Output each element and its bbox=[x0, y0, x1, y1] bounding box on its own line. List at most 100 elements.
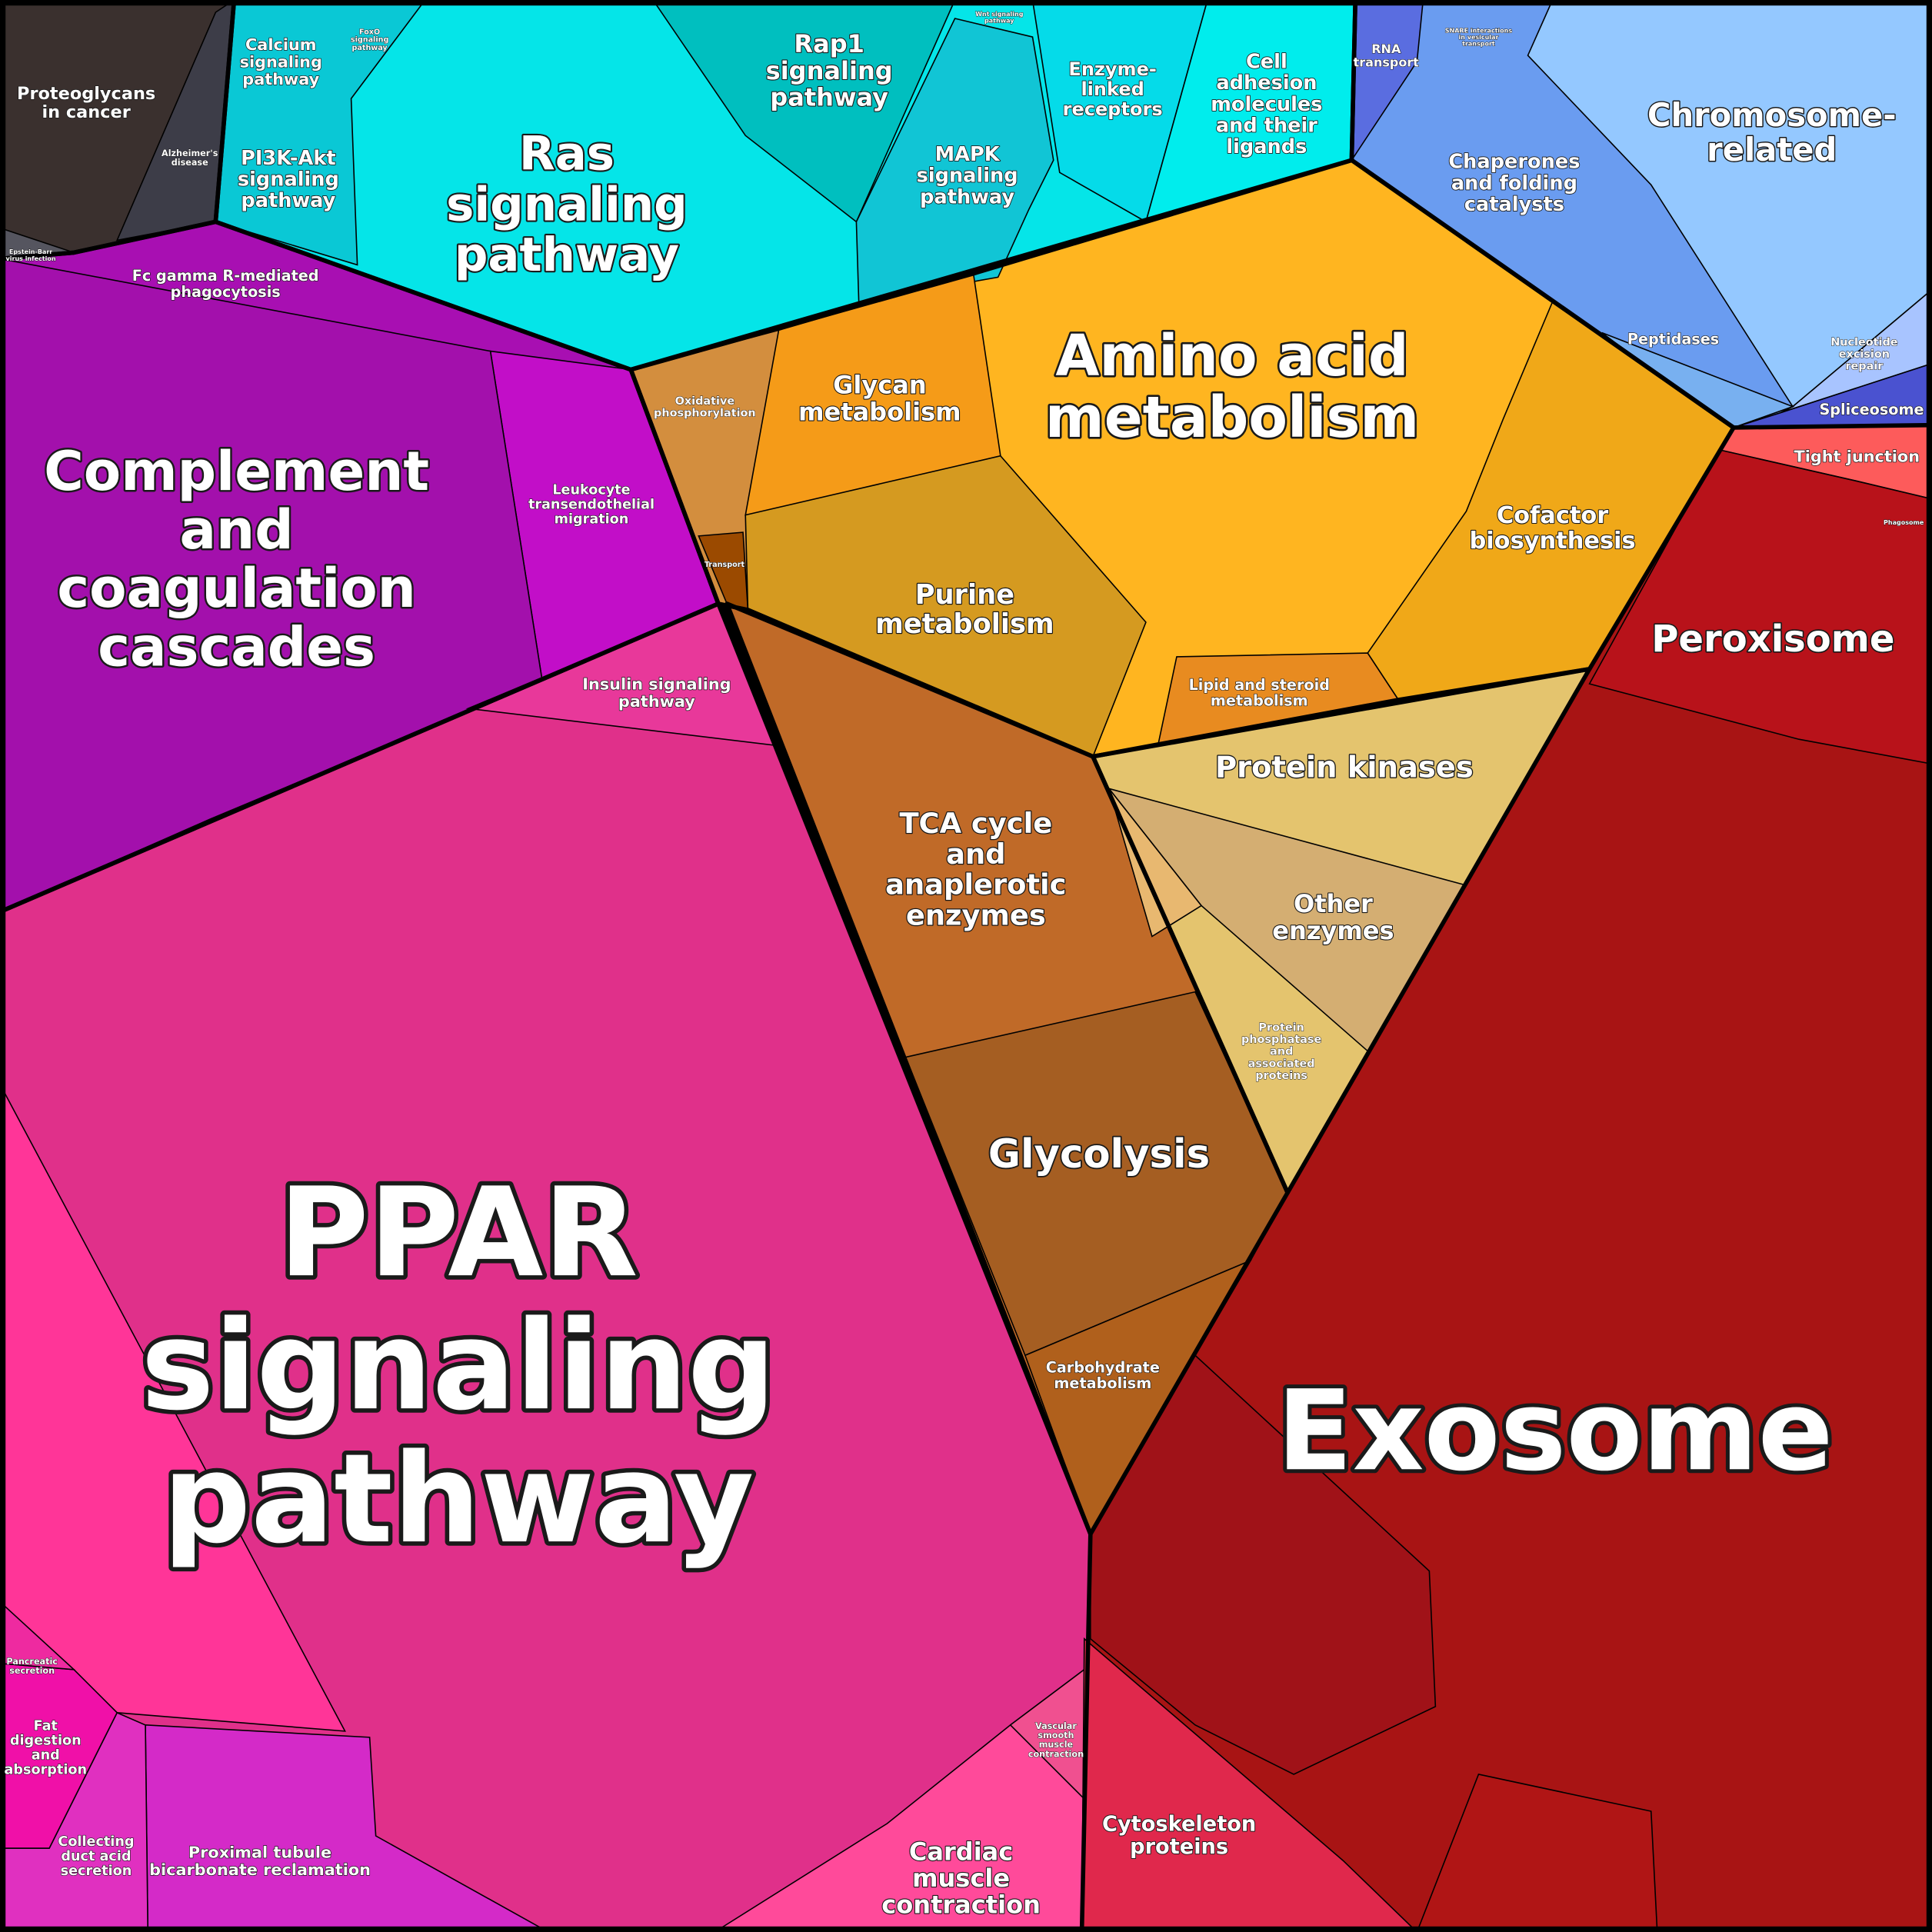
label-line: Collecting bbox=[58, 1834, 134, 1850]
label-line: Glycan bbox=[833, 371, 927, 400]
cell-label: Peptidases bbox=[1627, 330, 1719, 348]
outline bbox=[1091, 667, 1592, 1195]
cell-label: Other enzymes bbox=[1272, 889, 1394, 945]
label-line: Tight junction bbox=[1794, 447, 1920, 465]
cell-label: Carbohydrate metabolism bbox=[1046, 1358, 1160, 1392]
cell-label: Epstein-Barr virus infection bbox=[6, 248, 56, 262]
label-line: Calcium bbox=[245, 35, 316, 54]
cell-label: Leukocyte transendothelial migration bbox=[528, 483, 655, 528]
label-line: Chromosome- bbox=[1647, 96, 1897, 134]
label-line: molecules bbox=[1211, 93, 1322, 116]
cell-label: Alzheimer's disease bbox=[162, 148, 218, 168]
label-line: signaling bbox=[240, 53, 322, 72]
label-line: Oxidative bbox=[675, 395, 735, 408]
label-line: secretion bbox=[9, 1666, 55, 1676]
label-line: Vascular bbox=[1035, 1721, 1077, 1731]
label-line: associated bbox=[1248, 1058, 1315, 1070]
label-line: Pancreatic bbox=[6, 1657, 58, 1667]
label-line: Cofactor bbox=[1497, 502, 1608, 529]
label-line: virus infection bbox=[6, 255, 56, 262]
label-line: disease bbox=[172, 158, 208, 168]
label-line: in vesicular bbox=[1459, 34, 1499, 41]
cell-label: Wnt signaling pathway bbox=[975, 11, 1024, 25]
label-line: signaling bbox=[766, 56, 893, 85]
label-line: signaling bbox=[446, 177, 688, 232]
label-line: Exosome bbox=[1277, 1367, 1833, 1496]
cell bbox=[744, 455, 1147, 758]
cell-label: Transport bbox=[705, 561, 745, 569]
label-line: pathway bbox=[618, 692, 695, 711]
cell-label: Cardiac muscle contraction bbox=[881, 1837, 1041, 1919]
label-line: muscle bbox=[912, 1864, 1010, 1893]
cell-label: Insulin signaling pathway bbox=[582, 675, 731, 711]
label-line: biosynthesis bbox=[1469, 528, 1635, 555]
label-line: Cell bbox=[1246, 50, 1287, 73]
label-line: excision bbox=[1839, 348, 1890, 361]
label-line: Purine bbox=[915, 579, 1014, 611]
cell-label: Cofactor biosynthesis bbox=[1469, 502, 1635, 555]
label-line: adhesion bbox=[1216, 72, 1317, 95]
label-line: Cardiac bbox=[909, 1837, 1013, 1866]
label-line: proteins bbox=[1130, 1835, 1228, 1859]
cell-label: Glycolysis bbox=[988, 1131, 1210, 1178]
label-line: Peptidases bbox=[1627, 330, 1719, 348]
label-line: metabolism bbox=[1054, 1374, 1151, 1392]
label-line: coagulation bbox=[57, 557, 415, 620]
label-line: anaplerotic bbox=[885, 868, 1066, 901]
label-line: RNA bbox=[1371, 42, 1401, 56]
label-line: pathway bbox=[162, 1427, 754, 1571]
label-line: Protein kinases bbox=[1215, 750, 1474, 784]
cell-label: Fc gamma R-mediated phagocytosis bbox=[132, 267, 319, 301]
cell-label: PPAR signaling pathway bbox=[141, 1161, 776, 1571]
label-line: MAPK bbox=[935, 143, 1001, 166]
label-line: pathway bbox=[920, 185, 1014, 208]
label-line: Protein bbox=[1258, 1022, 1304, 1034]
cell-label: Amino acid metabolism bbox=[1045, 324, 1419, 451]
label-line: Peroxisome bbox=[1651, 618, 1894, 661]
label-line: Proximal tubule bbox=[188, 1843, 331, 1861]
label-line: pathway bbox=[242, 70, 319, 88]
cell-label: Nucleotide excision repair bbox=[1830, 336, 1898, 372]
outline bbox=[1349, 0, 1932, 430]
label-line: TCA cycle bbox=[899, 807, 1052, 840]
label-line: Amino acid bbox=[1055, 324, 1408, 389]
label-line: transport bbox=[1462, 41, 1495, 48]
label-line: Rap1 bbox=[794, 29, 864, 58]
cell-label: Vascular smooth muscle contraction bbox=[1028, 1721, 1084, 1759]
cell-label: Exosome bbox=[1277, 1367, 1833, 1496]
label-line: signaling bbox=[141, 1294, 776, 1437]
label-line: enzymes bbox=[1272, 916, 1394, 945]
label-line: Phagosome bbox=[1884, 519, 1924, 526]
label-line: pathway bbox=[770, 82, 888, 112]
cell-label: Ras signaling pathway bbox=[446, 127, 688, 282]
label-line: Epstein-Barr bbox=[9, 248, 52, 255]
label-line: Wnt signaling bbox=[975, 11, 1024, 18]
label-line: pathway bbox=[455, 228, 679, 282]
label-line: proteins bbox=[1255, 1070, 1307, 1082]
label-line: Alzheimer's bbox=[162, 148, 218, 158]
label-line: and bbox=[180, 498, 294, 561]
label-line: signaling bbox=[351, 36, 389, 45]
label-line: and bbox=[1270, 1046, 1293, 1058]
label-line: Spliceosome bbox=[1819, 401, 1924, 418]
cell bbox=[1733, 362, 1932, 428]
label-line: Cytoskeleton bbox=[1102, 1813, 1256, 1837]
label-line: smooth bbox=[1038, 1730, 1074, 1740]
label-line: secretion bbox=[61, 1864, 132, 1879]
label-line: and bbox=[946, 838, 1005, 871]
outline bbox=[0, 601, 1093, 1932]
cell-label: TCA cycle and anaplerotic enzymes bbox=[885, 807, 1066, 931]
label-line: metabolism bbox=[1045, 385, 1419, 451]
label-line: pathway bbox=[352, 44, 388, 52]
label-line: Glycolysis bbox=[988, 1131, 1210, 1178]
cell-label: Spliceosome bbox=[1819, 401, 1924, 418]
label-line: enzymes bbox=[906, 898, 1046, 931]
label-line: and bbox=[32, 1748, 60, 1764]
label-line: phagocytosis bbox=[171, 283, 281, 301]
cell-label: Proximal tubule bicarbonate reclamation bbox=[149, 1843, 371, 1878]
label-line: SNARE interactions bbox=[1445, 27, 1513, 34]
label-line: pathway bbox=[241, 189, 335, 212]
label-line: Transport bbox=[705, 561, 745, 569]
